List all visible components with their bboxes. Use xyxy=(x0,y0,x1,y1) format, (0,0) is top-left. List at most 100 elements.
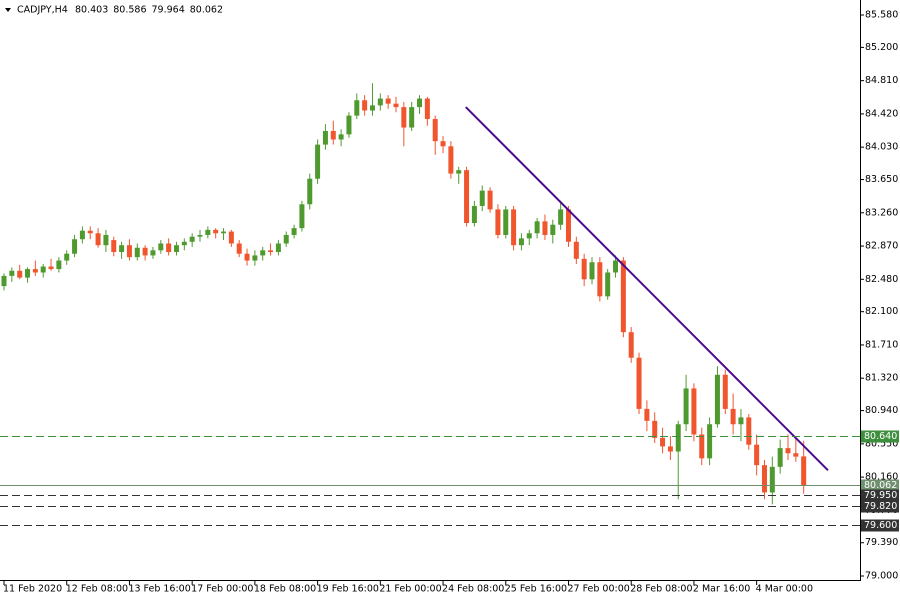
x-tick-label: 21 Feb 00:00 xyxy=(379,584,441,595)
candle-body xyxy=(511,209,517,246)
candle-body xyxy=(518,238,524,246)
candle-body xyxy=(581,258,587,280)
candle-body xyxy=(299,204,305,229)
y-tick-label: 85.580 xyxy=(865,10,898,21)
y-tick-label: 81.710 xyxy=(865,339,898,350)
candle-body xyxy=(526,233,532,239)
candle-body xyxy=(134,247,140,258)
level-label: 79.820 xyxy=(864,501,897,512)
x-tick-label: 17 Feb 00:00 xyxy=(191,584,253,595)
level-label: 79.600 xyxy=(864,520,897,531)
menu-triangle xyxy=(5,8,11,12)
candle-body xyxy=(558,209,564,225)
candle-body xyxy=(236,243,242,254)
candle-body xyxy=(613,260,619,273)
candle-body xyxy=(589,262,595,280)
candle-body xyxy=(1,275,7,287)
candle-body xyxy=(72,239,78,254)
candle-body xyxy=(307,178,313,205)
candle-body xyxy=(252,255,258,261)
ohlc-value: 80.062 xyxy=(190,5,223,16)
candle-body xyxy=(424,98,430,120)
candle-body xyxy=(769,466,775,493)
candle-body xyxy=(440,141,446,147)
ohlc-readout: 80.403 80.586 79.964 80.062 xyxy=(75,5,223,16)
x-tick-label: 18 Feb 08:00 xyxy=(254,584,316,595)
candle-body xyxy=(377,98,383,106)
candle-body xyxy=(95,233,101,246)
level-label-box xyxy=(861,500,899,513)
x-tick-label: 24 Feb 08:00 xyxy=(442,584,504,595)
y-tick-label: 83.650 xyxy=(865,174,898,185)
candle-body xyxy=(401,107,407,128)
candle-body xyxy=(487,190,493,210)
candle-body xyxy=(652,420,658,438)
level-label-box xyxy=(861,479,899,492)
x-tick-label: 28 Feb 08:00 xyxy=(630,584,692,595)
candle-body xyxy=(221,231,227,234)
y-tick-label: 84.030 xyxy=(865,142,898,153)
candle-body xyxy=(150,250,156,256)
y-tick-label: 84.420 xyxy=(865,108,898,119)
y-tick-label: 82.100 xyxy=(865,306,898,317)
y-tick-label: 81.320 xyxy=(865,373,898,384)
candle-body xyxy=(25,269,31,278)
candle-body xyxy=(260,250,266,256)
candle-body xyxy=(448,146,454,174)
candle-body xyxy=(393,103,399,108)
chart-title: CADJPY,H4 xyxy=(17,5,68,16)
candle-body xyxy=(283,234,289,244)
candle-body xyxy=(714,374,720,425)
candle-body xyxy=(542,221,548,235)
candle-body xyxy=(142,247,148,256)
candle-body xyxy=(738,417,744,425)
candle-body xyxy=(801,456,807,486)
y-tick-label: 79.000 xyxy=(865,570,898,581)
candle-body xyxy=(291,228,297,235)
ohlc-value: 79.964 xyxy=(152,5,185,16)
candle-body xyxy=(354,100,360,116)
candle-body xyxy=(660,437,666,447)
candle-body xyxy=(346,115,352,135)
candle-body xyxy=(471,205,477,224)
y-tick-label: 83.260 xyxy=(865,207,898,218)
candle-body xyxy=(479,190,485,206)
y-tick-label: 80.550 xyxy=(865,438,898,449)
level-label-box xyxy=(861,430,899,443)
candle-body xyxy=(111,240,117,253)
level-label: 80.640 xyxy=(864,431,897,442)
candle-body xyxy=(9,270,15,276)
y-tick-label: 79.390 xyxy=(865,537,898,548)
candle-body xyxy=(181,241,187,246)
y-tick-label: 85.200 xyxy=(865,42,898,53)
candle-body xyxy=(707,424,713,459)
y-tick-label: 80.160 xyxy=(865,472,898,483)
candle-body xyxy=(275,243,281,253)
candle-body xyxy=(746,417,752,445)
candle-body xyxy=(197,234,203,237)
candle-body xyxy=(189,236,195,242)
candle-body xyxy=(48,266,54,270)
x-tick-label: 13 Feb 16:00 xyxy=(128,584,190,595)
candle-body xyxy=(550,224,556,235)
candle-body xyxy=(79,230,85,240)
ohlc-value: 80.586 xyxy=(113,5,146,16)
y-tick-label: 82.480 xyxy=(865,274,898,285)
candle-body xyxy=(205,229,211,235)
x-tick-label: 27 Feb 00:00 xyxy=(567,584,629,595)
candle-body xyxy=(87,230,93,234)
candle-body xyxy=(675,424,681,452)
candle-body xyxy=(605,272,611,297)
candle-body xyxy=(244,253,250,261)
candle-body xyxy=(722,374,728,409)
candle-body xyxy=(503,209,509,235)
y-tick-label: 82.870 xyxy=(865,241,898,252)
candle-body xyxy=(573,241,579,259)
candle-body xyxy=(730,408,736,425)
candle-body xyxy=(40,266,46,273)
candle-body xyxy=(793,453,799,457)
level-label: 79.950 xyxy=(864,490,897,501)
